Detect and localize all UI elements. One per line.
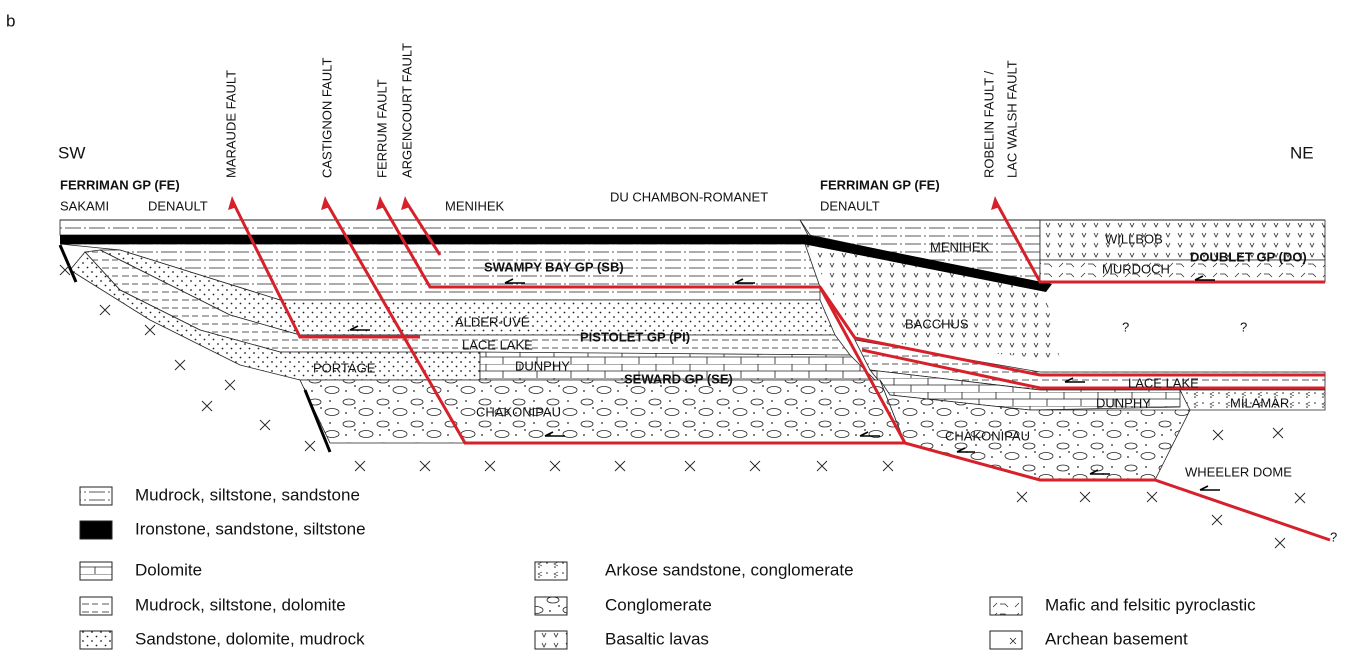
fault-label: ROBELIN FAULT / xyxy=(981,70,996,178)
legend-swatch xyxy=(80,597,112,615)
chakonipau xyxy=(300,380,905,443)
legend-label: Conglomerate xyxy=(605,595,712,614)
unit-label: CHAKONIPAU xyxy=(945,428,1030,443)
unit-label: BACCHUS xyxy=(905,316,969,331)
group-label: SEWARD GP (SE) xyxy=(624,371,733,386)
unit-label: ALDER-UVÉ xyxy=(455,314,530,329)
legend-label: Arkose sandstone, conglomerate xyxy=(605,560,854,579)
direction: SW xyxy=(58,143,85,162)
legend-swatch xyxy=(535,597,567,615)
group-label: SWAMPY BAY GP (SB) xyxy=(484,259,624,274)
unit-label: DENAULT xyxy=(148,198,208,213)
legend-label: Basaltic lavas xyxy=(605,629,709,648)
unit-label: MURDOCH xyxy=(1102,261,1170,276)
unit-label: ? xyxy=(1330,529,1337,544)
unit-label: MILAMAR xyxy=(1230,395,1289,410)
unit-label: LACE LAKE xyxy=(462,337,533,352)
menihek xyxy=(60,220,808,235)
unit-label: ? xyxy=(1240,319,1247,334)
legend-label: Dolomite xyxy=(135,560,202,579)
unit-label: DUNPHY xyxy=(1096,395,1151,410)
legend-swatch xyxy=(80,521,112,539)
group-label: FERRIMAN GP (FE) xyxy=(820,177,940,192)
legend-label: Archean basement xyxy=(1045,629,1188,648)
group-label: PISTOLET GP (PI) xyxy=(580,329,690,344)
fault-label: ARGENCOURT FAULT xyxy=(399,43,414,178)
group-label: FERRIMAN GP (FE) xyxy=(60,177,180,192)
legend-swatch xyxy=(80,562,112,580)
unit-label: LACE LAKE xyxy=(1128,375,1199,390)
unit-label: MENIHEK xyxy=(930,239,990,254)
unit-label: CHAKONIPAU xyxy=(476,404,561,419)
cross-section: Mudrock, siltstone, sandstone Ironstone, … xyxy=(0,0,1348,652)
unit-label: MENIHEK xyxy=(445,198,505,213)
legend-label: Mudrock, siltstone, sandstone xyxy=(135,485,360,504)
unit-label: ? xyxy=(1122,319,1129,334)
legend-label: Mudrock, siltstone, dolomite xyxy=(135,595,346,614)
legend-swatch xyxy=(990,631,1022,649)
panel-label: b xyxy=(6,11,15,30)
legend-label: Ironstone, sandstone, siltstone xyxy=(135,519,366,538)
unit-label: SAKAMI xyxy=(60,198,109,213)
unit-label: WILLBOB xyxy=(1105,231,1163,246)
unit-label: DENAULT xyxy=(820,198,880,213)
group-label: DOUBLET GP (DO) xyxy=(1190,249,1307,264)
legend-label: Sandstone, dolomite, mudrock xyxy=(135,629,365,648)
direction: NE xyxy=(1290,143,1314,162)
legend-swatch xyxy=(80,631,112,649)
legend-swatch xyxy=(80,487,112,505)
fault-label: LAC WALSH FAULT xyxy=(1004,60,1019,178)
fault-label: CASTIGNON FAULT xyxy=(319,58,334,178)
unit-label: DU CHAMBON-ROMANET xyxy=(610,189,768,204)
legend-swatch xyxy=(535,631,567,649)
unit-label: DUNPHY xyxy=(515,358,570,373)
unit-label: PORTAGE xyxy=(313,360,376,375)
fault-label: FERRUM FAULT xyxy=(374,79,389,178)
legend-swatch xyxy=(535,562,567,580)
unit-label: WHEELER DOME xyxy=(1185,464,1292,479)
legend-label: Mafic and felsitic pyroclastic xyxy=(1045,595,1256,614)
fault-label: MARAUDE FAULT xyxy=(223,70,238,178)
legend-swatch xyxy=(990,597,1022,615)
